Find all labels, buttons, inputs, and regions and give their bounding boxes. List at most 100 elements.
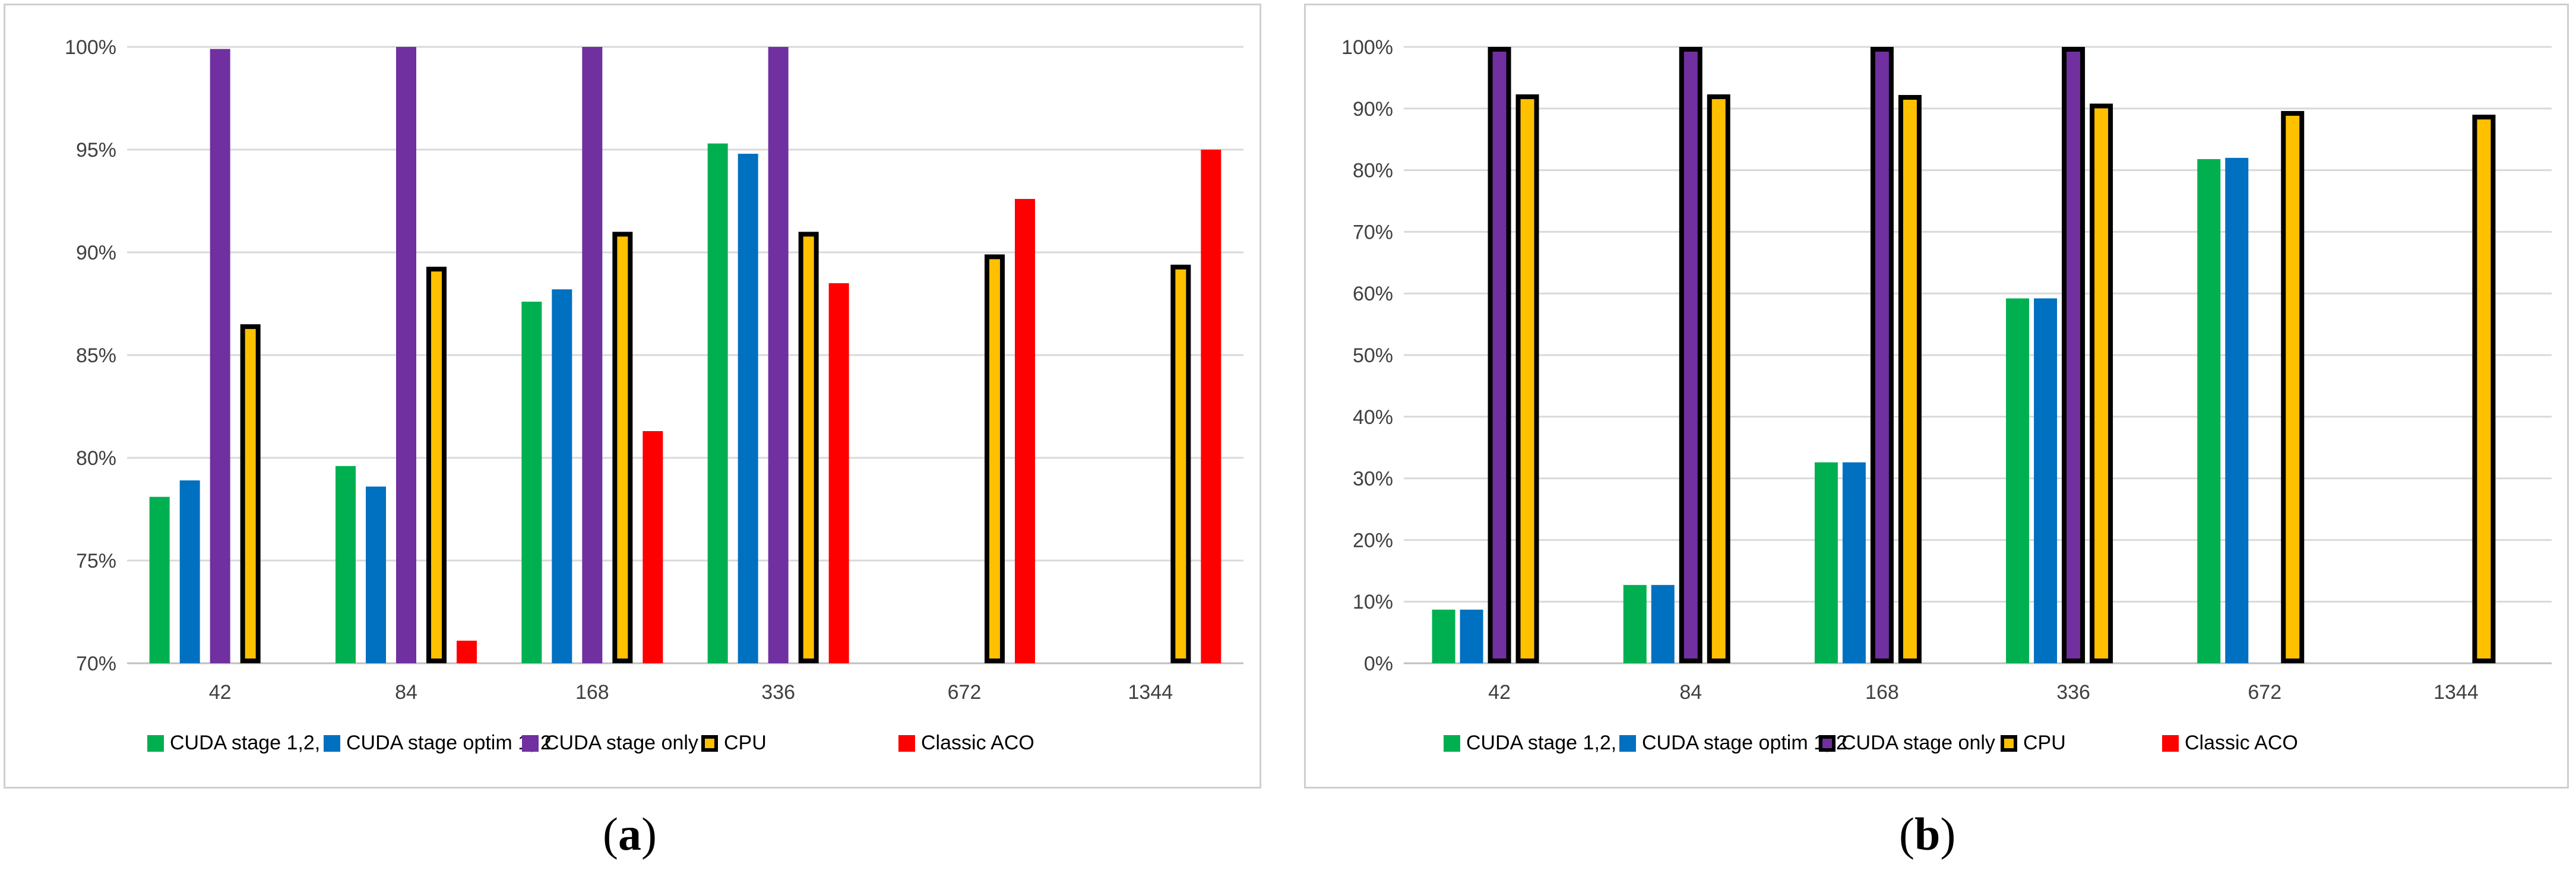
y-tick-label: 60% <box>1353 283 1393 305</box>
legend-swatch <box>2162 735 2179 752</box>
legend-swatch <box>147 735 164 752</box>
bar-cuda-stage-only-1-84 <box>1679 47 1702 663</box>
legend-label: CUDA stage only 1 <box>545 732 715 754</box>
bar-cuda-stage-1-2-3-672 <box>2197 159 2221 663</box>
bar-cuda-stage-optim-1-2-42 <box>179 480 200 663</box>
chart-b-svg: 0% 10% 20% 30% 40% 50% 60% 70% 80% 90% 100% 42 84 168… <box>1341 36 2552 754</box>
y-tick-label: 80% <box>1353 160 1393 182</box>
y-tick-label: 95% <box>76 139 116 162</box>
caption-b: (b) <box>1899 808 1956 860</box>
bar-cuda-stage-only-1-42 <box>1488 47 1511 663</box>
x-tick-label: 336 <box>2056 681 2090 704</box>
bar-classic-aco-1344 <box>1201 150 1221 663</box>
x-tick-label: 42 <box>209 681 232 704</box>
bar-cpu-84 <box>426 267 447 664</box>
y-tick-label: 90% <box>76 242 116 264</box>
legend-label: CUDA stage 1,2, 3 <box>1466 732 1634 754</box>
bar-cuda-stage-only-1-168 <box>1870 47 1894 663</box>
bar-cuda-stage-only-1-336 <box>768 47 789 663</box>
bar-cuda-stage-optim-1-2-42 <box>1460 609 1483 663</box>
bar-cuda-stage-optim-1-2-168 <box>1842 462 1866 663</box>
bar-cuda-stage-optim-1-2-672 <box>2225 157 2249 664</box>
bar-cuda-stage-optim-1-2-168 <box>552 289 572 663</box>
y-tick-label: 85% <box>76 344 116 367</box>
y-tick-label: 70% <box>1353 221 1393 243</box>
bar-cuda-stage-1-2-3-168 <box>521 302 542 663</box>
chart-a-svg: 70% 75% 80% 85% 90% 95% 100% 42 84 168 336 672 1344 C… <box>65 36 1243 754</box>
bar-cuda-stage-only-1-336 <box>2062 47 2086 663</box>
x-tick-label: 168 <box>1865 681 1899 704</box>
bar-classic-aco-168 <box>643 431 663 663</box>
legend-label: CUDA stage only 1 <box>1841 732 2012 754</box>
bar-cpu-336 <box>798 232 819 663</box>
bar-cpu-336 <box>2090 103 2113 664</box>
legend-swatch <box>2001 735 2017 752</box>
bar-cpu-672 <box>2281 110 2305 663</box>
legend-swatch <box>898 735 915 752</box>
bar-cpu-168 <box>612 232 633 663</box>
y-tick-label: 80% <box>76 447 116 470</box>
bar-cuda-stage-1-2-3-42 <box>149 496 170 663</box>
bar-cuda-stage-1-2-3-42 <box>1432 609 1455 663</box>
bar-classic-aco-84 <box>457 640 477 663</box>
bar-cuda-stage-optim-1-2-84 <box>1651 585 1675 663</box>
y-tick-label: 100% <box>1341 36 1393 59</box>
bar-cuda-stage-1-2-3-84 <box>336 466 356 663</box>
y-tick-label: 40% <box>1353 406 1393 429</box>
legend-label: Classic ACO <box>921 732 1034 754</box>
y-tick-label: 30% <box>1353 468 1393 490</box>
bar-cuda-stage-optim-1-2-84 <box>366 486 386 663</box>
bar-cpu-42 <box>1515 94 1539 663</box>
x-tick-label: 336 <box>761 681 795 704</box>
y-tick-label: 75% <box>76 550 116 572</box>
x-tick-label: 84 <box>395 681 417 704</box>
legend-label: Classic ACO <box>2185 732 2298 754</box>
bar-cuda-stage-only-1-42 <box>210 49 230 664</box>
y-tick-label: 100% <box>65 36 116 59</box>
legend-label: CUDA stage optim 1, 2 <box>346 732 552 754</box>
bar-cpu-42 <box>240 324 261 663</box>
legend-swatch <box>1444 735 1460 752</box>
bar-cuda-stage-1-2-3-336 <box>707 143 728 663</box>
x-tick-label: 42 <box>1488 681 1511 704</box>
legend-label: CUDA stage optim 1, 2 <box>1642 732 1847 754</box>
x-tick-label: 672 <box>2248 681 2281 704</box>
legend-swatch <box>522 735 539 752</box>
x-tick-label: 1344 <box>1128 681 1173 704</box>
y-tick-label: 0% <box>1364 653 1393 675</box>
legend-swatch <box>324 735 340 752</box>
bar-cpu-672 <box>985 254 1005 663</box>
y-tick-label: 90% <box>1353 98 1393 121</box>
bar-classic-aco-672 <box>1015 199 1035 663</box>
y-tick-label: 20% <box>1353 529 1393 552</box>
y-tick-label: 50% <box>1353 344 1393 367</box>
legend-label: CPU <box>724 732 767 754</box>
legend-label: CUDA stage 1,2, 3 <box>170 732 337 754</box>
legend-label: CPU <box>2023 732 2066 754</box>
legend-swatch <box>1819 735 1836 752</box>
y-tick-label: 70% <box>76 653 116 675</box>
bar-classic-aco-336 <box>828 283 849 663</box>
bar-cpu-168 <box>1898 94 1922 664</box>
bar-cuda-stage-optim-1-2-336 <box>2034 298 2058 663</box>
caption-b-letter: b <box>1914 808 1941 860</box>
y-tick-label: 10% <box>1353 591 1393 613</box>
bar-cuda-stage-1-2-3-336 <box>2006 298 2030 663</box>
bar-cuda-stage-1-2-3-168 <box>1814 462 1838 663</box>
bar-cuda-stage-optim-1-2-336 <box>738 153 758 663</box>
x-tick-label: 1344 <box>2433 681 2479 704</box>
caption-a: (a) <box>603 808 657 860</box>
bar-cpu-1344 <box>1170 264 1191 663</box>
chart-panel-a: 70% 75% 80% 85% 90% 95% 100% 42 84 168 336 672 1344 C… <box>4 4 1261 789</box>
bar-cuda-stage-only-1-168 <box>582 47 603 663</box>
bar-cpu-1344 <box>2472 115 2496 663</box>
chart-panel-b: 0% 10% 20% 30% 40% 50% 60% 70% 80% 90% 100% 42 84 168… <box>1304 4 2569 789</box>
legend-swatch <box>701 735 718 752</box>
x-tick-label: 84 <box>1679 681 1702 704</box>
caption-a-letter: a <box>618 808 641 860</box>
bar-cpu-84 <box>1707 94 1730 663</box>
bar-cuda-stage-1-2-3-84 <box>1623 585 1647 663</box>
bar-cuda-stage-only-1-84 <box>396 47 416 663</box>
x-tick-label: 672 <box>948 681 982 704</box>
legend-swatch <box>1619 735 1636 752</box>
